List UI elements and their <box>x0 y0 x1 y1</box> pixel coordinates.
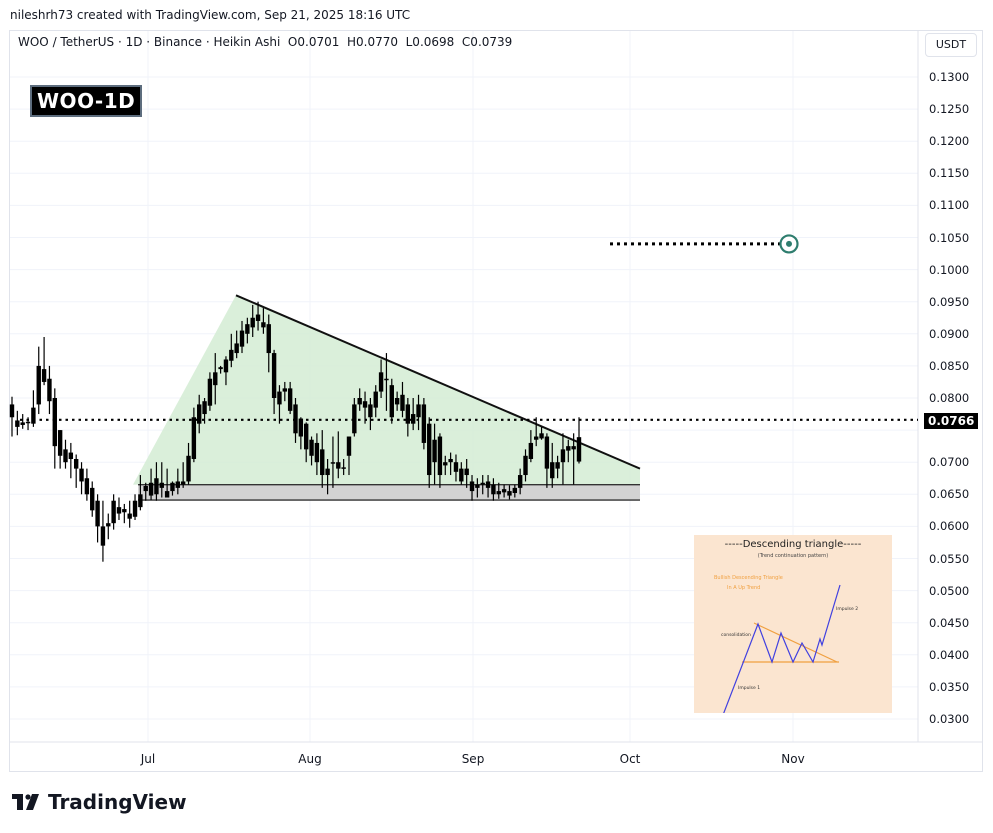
price-tick-label: 0.1150 <box>929 166 970 181</box>
price-tick-label: 0.1250 <box>929 102 970 117</box>
inset-diagram <box>723 584 841 713</box>
descending-triangle-reference-image: -----Descending triangle----- (Trend con… <box>694 535 892 713</box>
price-tick-label: 0.0550 <box>929 551 970 566</box>
inset-note-2: In A Up Trend <box>727 585 761 591</box>
price-tick-label: 0.0900 <box>929 326 970 341</box>
time-tick-label: Sep <box>461 752 485 766</box>
chart-caption: nileshrh73 created with TradingView.com,… <box>10 8 411 22</box>
time-tick-label: Nov <box>781 752 805 766</box>
price-tick-label: 0.0300 <box>929 712 970 726</box>
inset-label-consolidation: consolidation <box>721 633 751 638</box>
price-tick-label: 0.1000 <box>929 262 970 277</box>
price-tick-label: 0.0950 <box>929 294 970 309</box>
currency-button[interactable]: USDT <box>925 33 977 57</box>
tradingview-brand-text: TradingView <box>48 790 187 814</box>
price-tick-label: 0.1200 <box>929 134 970 149</box>
inset-subtitle: (Trend continuation pattern) <box>757 553 829 559</box>
price-tick-label: 0.0800 <box>929 391 970 405</box>
price-tick-label: 0.0450 <box>929 615 970 630</box>
tradingview-logo-icon <box>12 794 39 810</box>
inset-label-impulse1: Impulse 1 <box>738 686 761 691</box>
price-tick-label: 0.0400 <box>929 647 970 662</box>
price-tick-label: 0.0600 <box>929 519 970 534</box>
inset-title: -----Descending triangle----- <box>724 539 862 550</box>
time-tick-label: Oct <box>619 752 641 766</box>
time-tick-label: Aug <box>298 752 322 766</box>
symbol-legend: WOO / TetherUS · 1D · Binance · Heikin A… <box>18 35 513 49</box>
chart-frame <box>9 30 983 772</box>
inset-label-impulse2: Impulse 2 <box>836 607 859 612</box>
price-tick-label: 0.1050 <box>929 230 970 245</box>
inset-note-1: Bullish Descending Triangle <box>714 575 783 581</box>
price-tick-label: 0.0850 <box>929 358 970 373</box>
symbol-badge: WOO-1D <box>30 85 143 117</box>
price-tick-label: 0.0700 <box>929 455 970 470</box>
price-tick-label: 0.0500 <box>929 583 970 598</box>
price-tick-label: 0.0650 <box>929 487 970 502</box>
price-tick-label: 0.1100 <box>929 198 970 213</box>
tradingview-logo[interactable]: TradingView <box>12 790 187 814</box>
price-tick-label: 0.1300 <box>929 70 970 84</box>
last-price-label: 0.0766 <box>924 413 979 429</box>
time-tick-label: Jul <box>140 752 156 766</box>
price-tick-label: 0.0350 <box>929 679 970 694</box>
